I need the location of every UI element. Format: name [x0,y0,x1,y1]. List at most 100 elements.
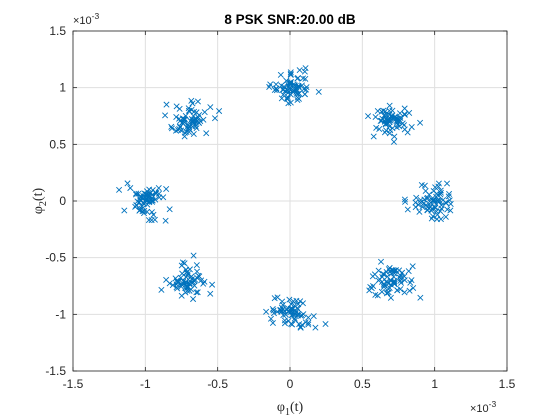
x-tick-label: -1.5 [63,377,84,391]
data-point [297,298,304,305]
data-point [378,258,385,265]
data-point [203,130,210,137]
data-point [387,127,394,134]
data-point [378,108,385,115]
data-point [189,100,196,107]
data-point [407,279,414,286]
data-point [294,96,301,104]
data-point [178,292,185,299]
data-point [177,123,184,130]
data-point [182,279,189,286]
data-point [193,262,200,269]
data-point [370,133,377,140]
data-point [273,85,280,92]
data-point [273,87,280,94]
data-point [424,194,431,201]
y-axis-label: φ2(t) [31,188,49,215]
data-point [434,198,441,205]
data-point [426,200,433,207]
data-point [193,289,200,296]
data-point [163,186,170,193]
data-point [366,287,373,294]
data-point [391,279,398,286]
x-tick-label: -0.5 [207,377,228,391]
x-tick-label: 1.5 [499,377,516,391]
data-point [410,284,417,291]
data-point [292,317,299,324]
data-point [194,289,201,296]
data-point [200,280,207,287]
data-point [301,91,308,98]
data-point [181,133,188,140]
data-point [419,204,426,211]
data-point [155,185,162,192]
data-point [378,288,385,295]
data-point [299,321,306,328]
data-point [127,185,134,192]
data-point [310,313,317,320]
data-point [151,216,158,223]
y-tick-label: -0.5 [45,251,66,265]
data-point [404,206,411,213]
x-tick-label: -1 [140,377,151,391]
data-point [398,279,405,286]
y-tick-label: -1.5 [45,364,66,378]
data-point [284,305,291,312]
data-point [191,116,198,123]
data-point [166,280,173,287]
data-point [133,190,140,197]
data-point [442,213,449,220]
data-point [280,83,288,90]
data-point [274,308,281,315]
chart-title: 8 PSK SNR:20.00 dB [224,12,356,27]
data-point [299,300,307,307]
y-tick-label: 1 [59,81,66,95]
data-point [194,98,201,105]
data-point [373,124,380,131]
data-point [182,285,189,292]
data-point [288,301,295,308]
data-point [379,273,386,281]
data-point [174,285,181,292]
data-point [184,270,191,278]
data-point [294,74,302,81]
data-point [379,115,386,122]
data-point [190,252,197,259]
data-point [279,306,286,313]
data-point [417,119,424,126]
data-point [408,124,415,131]
data-point [295,90,303,97]
data-point [283,77,290,84]
data-point [279,298,286,305]
data-point [442,199,449,206]
data-points [116,65,454,331]
data-point [267,315,274,322]
data-point [322,320,329,328]
data-point [182,112,189,119]
data-point [383,111,390,118]
data-point [297,324,304,331]
data-point [383,278,390,285]
data-point [386,118,393,125]
data-point [282,311,289,318]
data-point [168,125,175,132]
data-point [409,263,416,270]
data-point [365,113,372,120]
data-point [434,191,441,198]
data-point [401,289,408,296]
data-point [188,273,195,280]
data-point [185,107,192,114]
y-tick-label: 0 [59,194,66,208]
x-tick-label: 1 [431,377,438,391]
data-point [443,180,451,187]
data-point [186,128,193,135]
data-point [200,116,207,123]
data-point [382,121,389,128]
data-point [303,84,310,91]
data-point [447,207,454,214]
data-point [421,196,428,203]
data-point [207,104,214,111]
data-point [381,282,388,289]
data-point [195,272,202,279]
